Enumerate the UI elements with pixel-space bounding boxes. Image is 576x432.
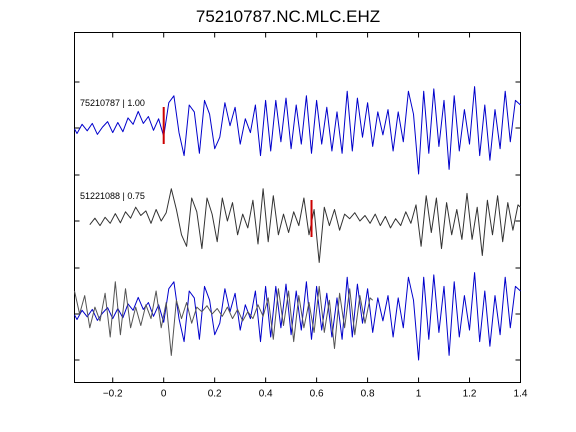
x-tick-label: 0 [161,389,167,400]
x-tick-label: 1.2 [463,389,477,400]
x-tick-label: 1.4 [514,389,528,400]
x-tick-label: 0.4 [259,389,273,400]
x-tick-label: −0.2 [103,389,123,400]
trace-labels: 75210787 | 1.00 51221088 | 0.75 [80,98,145,201]
axis-ticks: −0.2 0 0.2 0.4 0.6 0.8 1 1.2 1.4 [74,32,528,400]
trace-gray-panel-2 [89,188,521,263]
trace-label: 75210787 | 1.00 [80,98,145,108]
x-tick-label: 0.2 [208,389,222,400]
traces-layer [74,86,521,361]
trace-label: 51221088 | 0.75 [80,191,145,201]
x-tick-label: 0.8 [361,389,375,400]
chart-title: 75210787.NC.MLC.EHZ [196,7,380,26]
x-tick-label: 1 [416,389,422,400]
x-tick-label: 0.6 [310,389,324,400]
trace-blue-panel-3 [74,272,521,361]
plot-frame [74,32,521,383]
trace-gray-panel-3 [74,281,374,356]
trace-blue-panel-1 [74,86,521,175]
